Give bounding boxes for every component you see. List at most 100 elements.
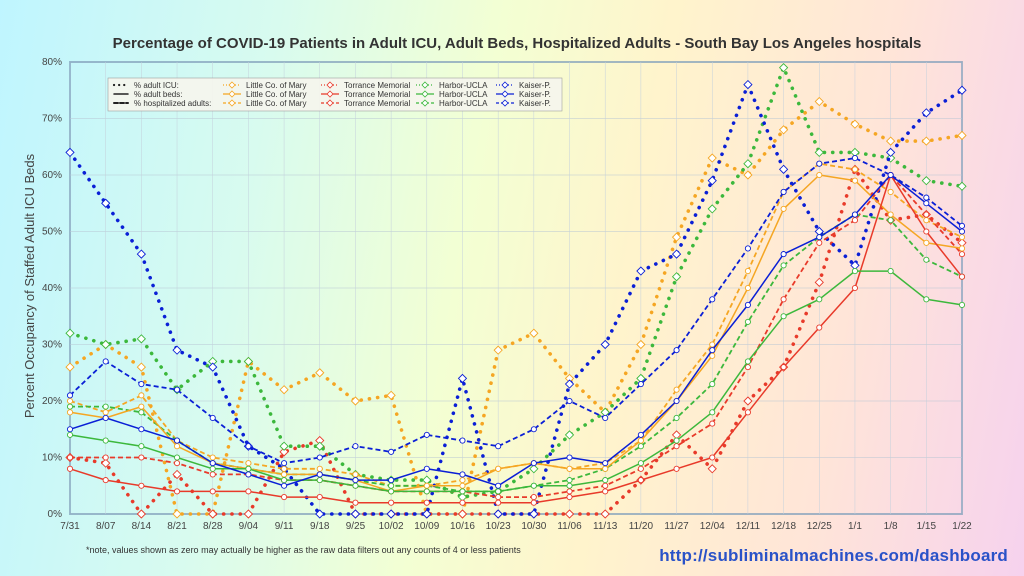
data-point (208, 509, 218, 519)
y-tick-label: 10% (42, 453, 62, 464)
data-point (386, 390, 396, 400)
data-point (673, 397, 680, 405)
data-point (209, 471, 216, 478)
x-tick-label: 9/25 (346, 521, 366, 532)
series-line (68, 99, 964, 516)
data-point (388, 488, 395, 495)
data-point (173, 386, 181, 393)
data-point (245, 443, 252, 450)
series-kaiser-p--beds (66, 171, 966, 489)
x-tick-label: 10/23 (486, 521, 511, 532)
data-point (422, 509, 432, 519)
data-point (316, 471, 323, 478)
data-point (316, 477, 323, 484)
data-point (495, 443, 502, 450)
data-point (102, 454, 109, 461)
data-point (636, 266, 646, 276)
data-point (316, 493, 323, 501)
data-point (744, 364, 751, 371)
legend-marker (326, 99, 334, 107)
x-tick-label: 9/11 (275, 521, 294, 532)
data-point (851, 166, 859, 173)
data-point (636, 339, 646, 350)
data-point (709, 409, 716, 416)
data-point (136, 249, 146, 259)
x-tick-label: 8/28 (203, 521, 223, 532)
legend-marker (228, 99, 236, 107)
data-point (243, 356, 254, 367)
data-point (637, 465, 644, 472)
data-point (887, 267, 894, 275)
data-point (851, 211, 859, 218)
data-point (459, 488, 466, 495)
data-point (637, 437, 644, 444)
legend-hospital-label: Torrance Memorial (344, 99, 410, 108)
data-point (65, 328, 75, 338)
data-point (138, 454, 145, 461)
y-tick-label: 70% (42, 114, 62, 125)
data-point (457, 509, 468, 519)
data-point (495, 482, 502, 489)
data-point (459, 437, 466, 444)
x-tick-label: 1/8 (884, 521, 898, 532)
data-point (778, 63, 789, 73)
y-tick-label: 30% (42, 340, 62, 351)
data-point (816, 234, 823, 241)
data-point (138, 403, 145, 410)
data-point (101, 198, 111, 208)
data-point (138, 426, 145, 433)
data-point (209, 488, 216, 495)
data-point (136, 334, 146, 344)
data-point (780, 313, 787, 320)
series-kaiser-p--icu (65, 79, 967, 519)
data-point (744, 301, 751, 309)
series-line (69, 174, 963, 487)
data-point (744, 358, 751, 365)
dashboard-link[interactable]: http://subliminalmachines.com/dashboard (659, 546, 1008, 565)
data-point (243, 509, 254, 519)
data-point (600, 509, 610, 519)
legend-marker (326, 81, 334, 89)
x-tick-label: 12/04 (700, 521, 725, 532)
data-point (136, 509, 146, 519)
data-point (957, 181, 967, 191)
series-harbor-ucla-beds (66, 267, 966, 495)
data-point (530, 493, 537, 501)
data-point (958, 245, 966, 252)
data-point (637, 431, 644, 438)
data-point (709, 420, 716, 427)
data-point (281, 482, 288, 489)
data-point (850, 119, 860, 129)
data-point (173, 437, 181, 444)
data-point (66, 431, 74, 438)
x-tick-label: 11/13 (593, 521, 618, 532)
data-point (352, 471, 359, 478)
series-harbor-ucla-icu (65, 63, 967, 502)
data-point (459, 477, 466, 484)
data-point (923, 200, 930, 207)
data-point (709, 352, 716, 359)
data-point (887, 188, 894, 195)
data-point (102, 403, 109, 410)
x-tick-label: 12/25 (807, 521, 832, 532)
data-point (457, 373, 468, 384)
data-point (709, 347, 716, 354)
data-point (495, 499, 502, 506)
data-point (529, 328, 539, 338)
data-point (744, 318, 751, 325)
data-point (921, 136, 931, 146)
legend-hospital-label: Kaiser-P. (519, 90, 551, 99)
x-tick-label: 7/31 (60, 521, 80, 532)
data-point (352, 443, 359, 450)
data-point (886, 136, 896, 146)
x-tick-label: 10/09 (414, 521, 439, 532)
data-point (814, 96, 824, 107)
data-point (495, 493, 502, 501)
data-point (958, 273, 966, 280)
x-tick-label: 1/22 (952, 521, 972, 532)
data-point (743, 79, 753, 90)
y-tick-label: 80% (42, 57, 62, 68)
data-point (529, 464, 539, 474)
data-point (923, 217, 930, 224)
data-point (851, 267, 859, 275)
